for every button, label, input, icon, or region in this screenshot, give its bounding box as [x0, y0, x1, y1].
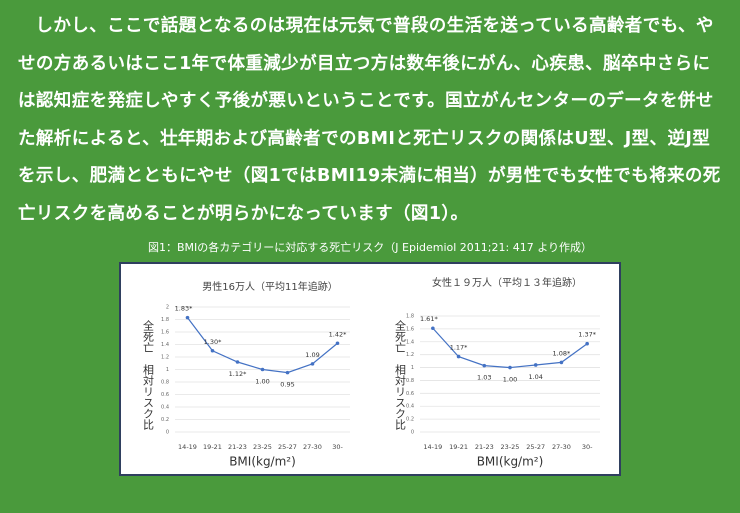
y-tick-label: 0.2	[406, 417, 414, 423]
data-label: 1.08*	[553, 349, 571, 357]
y-tick-label: 1.4	[161, 342, 169, 348]
data-label: 1.09	[305, 351, 319, 359]
x-axis-title: BMI(kg/m²)	[477, 455, 544, 469]
y-tick-label: 1.8	[406, 314, 414, 320]
y-tick-label: 1.6	[161, 330, 169, 336]
point	[482, 363, 487, 368]
point	[260, 367, 265, 372]
y-tick-label: 0.2	[161, 417, 169, 423]
x-tick-label: 14-19	[423, 443, 442, 451]
data-label: 1.83*	[175, 305, 193, 313]
y-tick-label: 0.4	[161, 405, 169, 411]
point	[285, 370, 290, 375]
y-tick-label: 1.2	[406, 352, 414, 358]
point	[508, 365, 512, 370]
point	[431, 326, 435, 331]
paragraph: しかし、ここで話題となるのは現在は元気で普段の生活を送っている高齢者でも、やせの…	[18, 16, 721, 224]
x-tick-label: 21-23	[228, 443, 247, 451]
y-tick-label: 2	[166, 305, 169, 311]
point	[585, 341, 589, 346]
point	[559, 360, 564, 365]
y-tick-label: 0.4	[406, 404, 414, 410]
y-tick-label: 1.6	[406, 326, 414, 332]
data-label: 0.95	[280, 381, 294, 389]
chart-title: 男性16万人（平均11年追跡）	[202, 280, 337, 293]
y-tick-label: 0.6	[161, 392, 169, 398]
data-label: 1.42*	[329, 330, 347, 338]
y-tick-label: 0.8	[161, 380, 169, 386]
x-tick-label: 14-19	[178, 443, 197, 451]
y-tick-label: 1.2	[161, 355, 169, 361]
data-label: 1.61*	[420, 315, 438, 323]
data-label: 1.12*	[229, 370, 247, 378]
data-label: 1.37*	[578, 331, 596, 339]
chart-title: 女性１９万人（平均１３年追跡）	[432, 276, 582, 289]
figure-caption: 図1：BMIの各カテゴリーに対応する死亡リスク（J Epidemiol 2011…	[148, 240, 592, 254]
x-tick-label: 23-25	[501, 443, 520, 451]
point	[310, 362, 315, 366]
point	[335, 341, 340, 346]
data-label: 1.03	[477, 374, 491, 382]
x-tick-label: 30-	[332, 443, 343, 451]
x-tick-label: 19-21	[449, 443, 468, 451]
y-tick-label: 1.4	[406, 339, 414, 345]
data-label: 1.04	[528, 373, 542, 381]
y-tick-label: 0	[411, 430, 414, 436]
point	[456, 354, 461, 359]
point	[185, 315, 190, 320]
point	[210, 348, 215, 353]
y-axis-title: 全死亡 相対リスク比	[394, 319, 407, 430]
y-tick-label: 1.8	[161, 317, 169, 323]
data-label: 1.17*	[450, 344, 468, 352]
y-tick-label: 0	[166, 430, 169, 436]
x-tick-label: 21-23	[475, 443, 494, 451]
x-tick-label: 19-21	[203, 443, 222, 451]
x-tick-label: 25-27	[526, 443, 545, 451]
x-tick-label: 25-27	[278, 443, 297, 451]
y-tick-label: 1	[166, 367, 169, 373]
y-tick-label: 0.6	[406, 391, 414, 397]
x-tick-label: 27-30	[303, 443, 322, 451]
y-tick-label: 0.8	[406, 378, 414, 384]
x-tick-label: 27-30	[552, 443, 571, 451]
point	[533, 363, 538, 367]
data-label: 1.00	[255, 378, 269, 386]
y-axis-title: 全死亡 相対リスク比	[142, 319, 155, 430]
x-axis-title: BMI(kg/m²)	[229, 455, 296, 469]
data-label: 1.30*	[204, 338, 222, 346]
data-label: 1.00	[503, 376, 517, 384]
figure-panel	[119, 262, 621, 476]
y-tick-label: 1	[411, 365, 414, 371]
point	[235, 360, 240, 364]
x-tick-label: 23-25	[253, 443, 272, 451]
x-tick-label: 30-	[582, 443, 593, 451]
